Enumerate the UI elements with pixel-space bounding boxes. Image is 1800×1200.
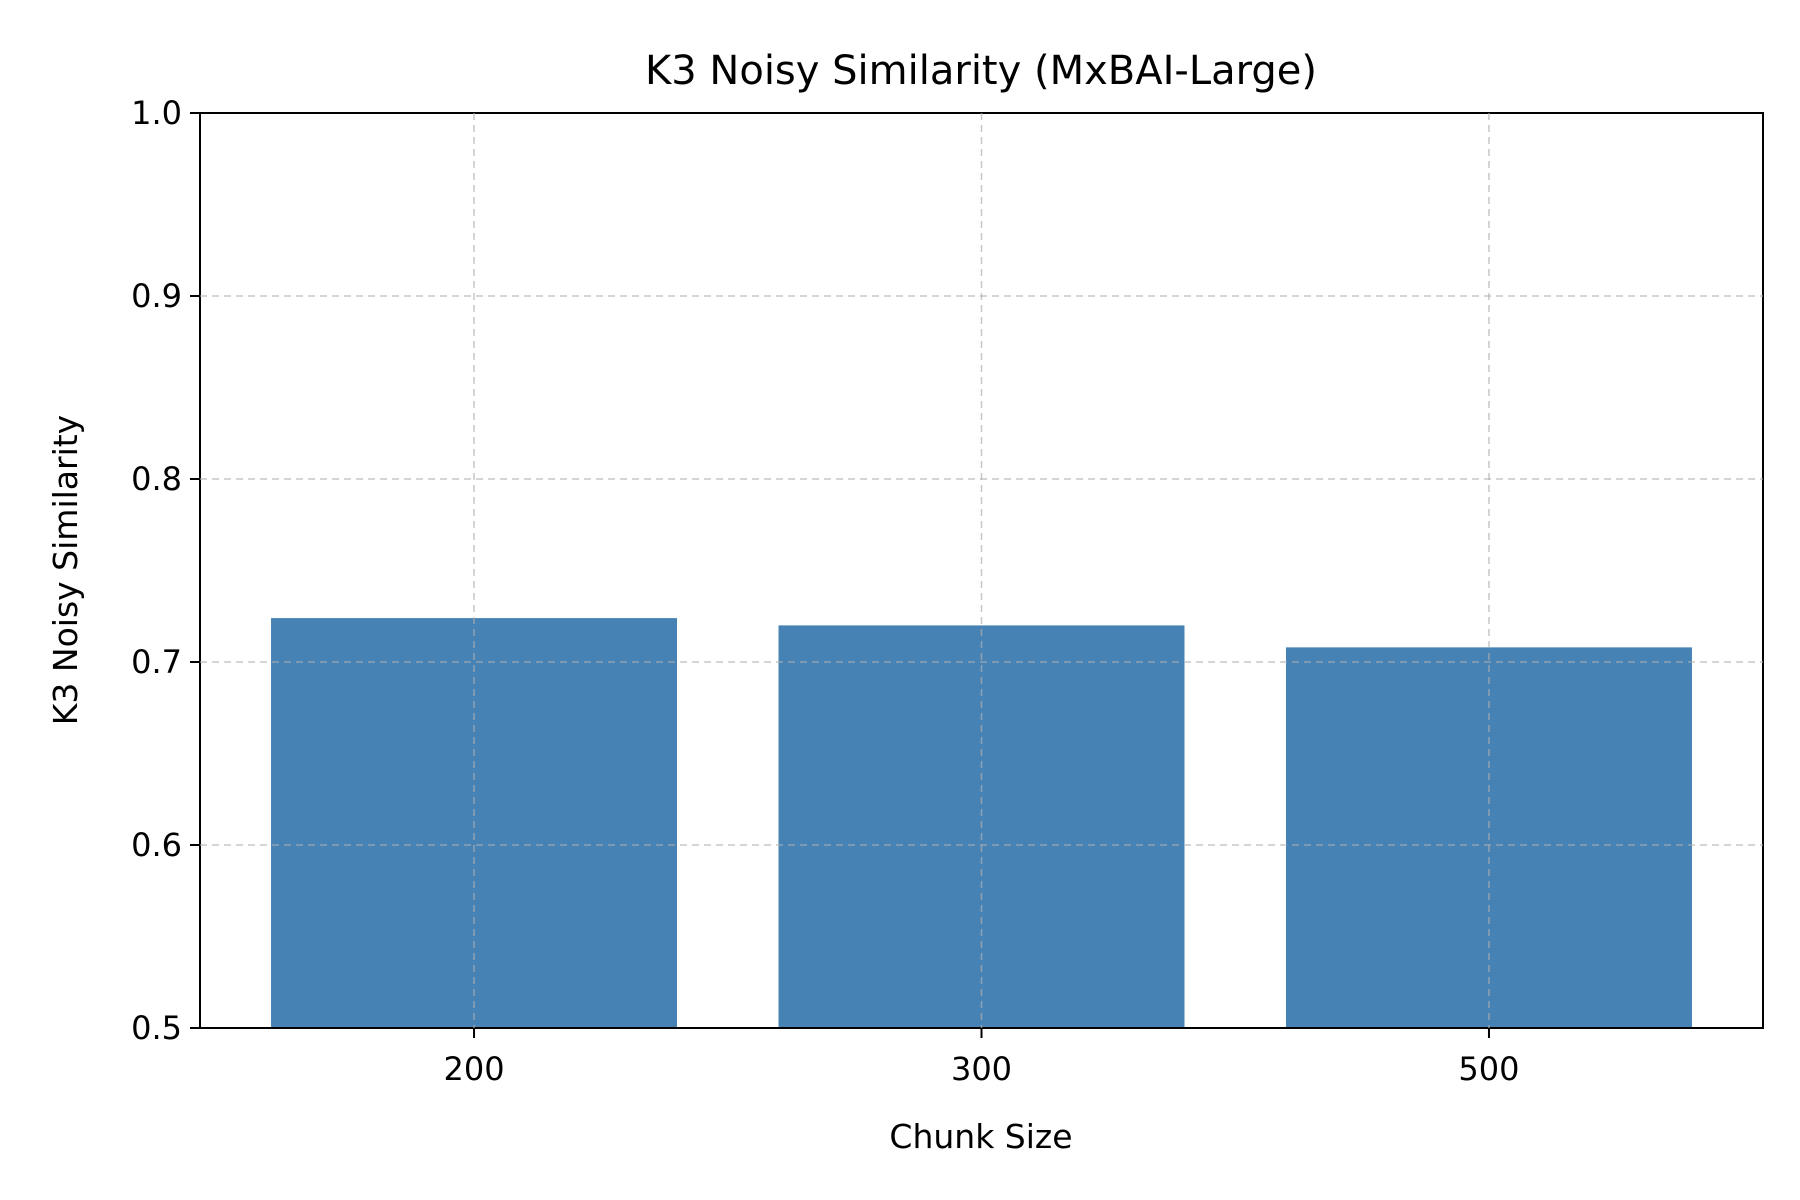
y-tick-label-2: 0.7 (131, 643, 182, 681)
y-tick-label-3: 0.8 (131, 460, 182, 498)
chart-title: K3 Noisy Similarity (MxBAI-Large) (645, 48, 1317, 94)
x-tick-label-300: 300 (951, 1050, 1012, 1088)
y-tick-label-1: 0.6 (131, 826, 182, 864)
ticks-layer: 0.5 0.6 0.7 0.8 0.9 1.0 200 300 500 (131, 94, 1763, 1088)
x-axis-label: Chunk Size (889, 1117, 1072, 1156)
x-tick-label-500: 500 (1458, 1050, 1519, 1088)
y-tick-label-4: 0.9 (131, 277, 182, 315)
y-tick-label-5: 1.0 (131, 94, 182, 132)
y-tick-label-0: 0.5 (131, 1009, 182, 1047)
x-tick-label-200: 200 (443, 1050, 504, 1088)
y-axis-label: K3 Noisy Similarity (46, 415, 85, 725)
